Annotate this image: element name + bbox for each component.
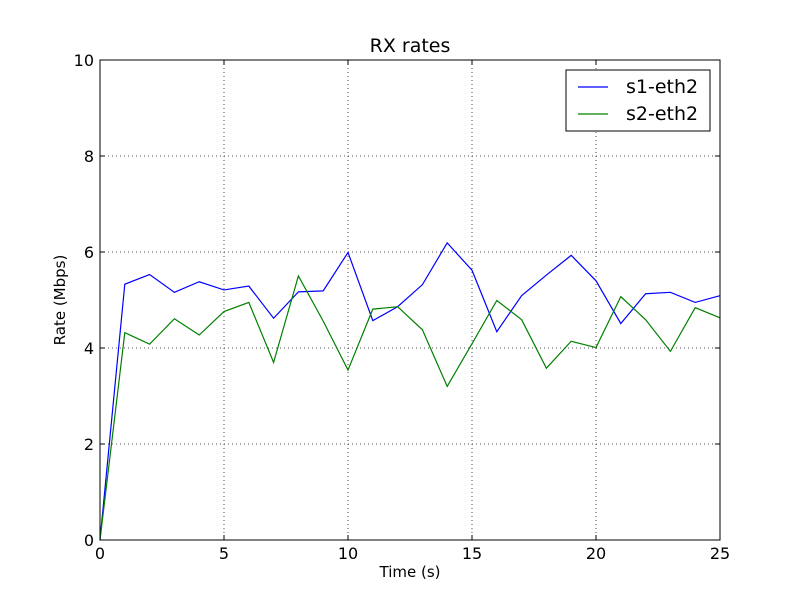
y-tick-label: 4 xyxy=(84,339,94,358)
y-axis-label: Rate (Mbps) xyxy=(51,255,69,346)
series-lines xyxy=(99,241,721,541)
x-tick-label: 20 xyxy=(586,544,606,563)
legend-box xyxy=(565,69,711,132)
x-tick-label: 5 xyxy=(219,544,229,563)
chart-title: RX rates xyxy=(370,35,451,57)
series-line-s2-eth2 xyxy=(99,274,721,541)
y-tick-label: 8 xyxy=(84,147,94,166)
x-tick-label: 0 xyxy=(95,544,105,563)
legend-label-s1-eth2: s1-eth2 xyxy=(626,76,698,98)
x-axis-label: Time (s) xyxy=(379,563,441,581)
y-tick-label: 2 xyxy=(84,435,94,454)
axis-ticks: 0 5 10 15 20 25 0 2 4 6 8 10 xyxy=(74,51,731,563)
legend-label-s2-eth2: s2-eth2 xyxy=(626,103,698,125)
series-line-s1-eth2 xyxy=(99,241,721,541)
x-tick-label: 10 xyxy=(338,544,358,563)
x-tick-label: 15 xyxy=(462,544,482,563)
grid-lines xyxy=(100,60,720,540)
y-tick-label: 0 xyxy=(84,531,94,550)
x-tick-label: 25 xyxy=(710,544,730,563)
y-tick-label: 6 xyxy=(84,243,94,262)
legend: s1-eth2 s2-eth2 xyxy=(565,69,711,132)
plot-area-frame xyxy=(99,59,721,541)
y-tick-label: 10 xyxy=(74,51,94,70)
